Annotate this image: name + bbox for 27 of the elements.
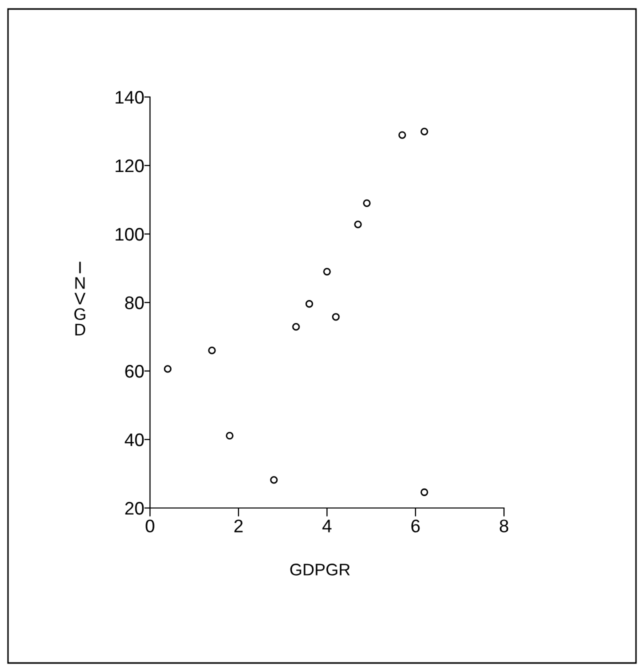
point [305, 300, 314, 308]
y-tick-label: 40 [124, 433, 144, 446]
y-tick-label: 20 [125, 502, 144, 515]
point [226, 432, 234, 440]
y-tick-label: 80 [125, 296, 144, 310]
point [292, 323, 300, 331]
x-tick-label: 4 [322, 520, 332, 532]
point [354, 220, 362, 228]
point [323, 268, 331, 276]
y-tick-label: 60 [125, 364, 144, 378]
point [398, 131, 406, 139]
y-tick-label: 140 [116, 90, 144, 104]
point [420, 488, 428, 496]
x-tick-label: 6 [411, 520, 420, 532]
y-tick-label: 120 [116, 159, 144, 172]
y-axis-title: INVGD [74, 262, 86, 336]
point [420, 128, 428, 136]
point [208, 346, 216, 354]
x-tick-label: 0 [146, 520, 154, 532]
x-tick-label: 2 [234, 520, 243, 532]
point [164, 365, 172, 373]
y-tick-label: 100 [116, 228, 144, 241]
point [332, 313, 340, 321]
x-tick-label: 8 [500, 520, 508, 532]
point [270, 476, 278, 484]
x-axis-title: GDPGR [290, 564, 350, 576]
point [363, 199, 371, 207]
